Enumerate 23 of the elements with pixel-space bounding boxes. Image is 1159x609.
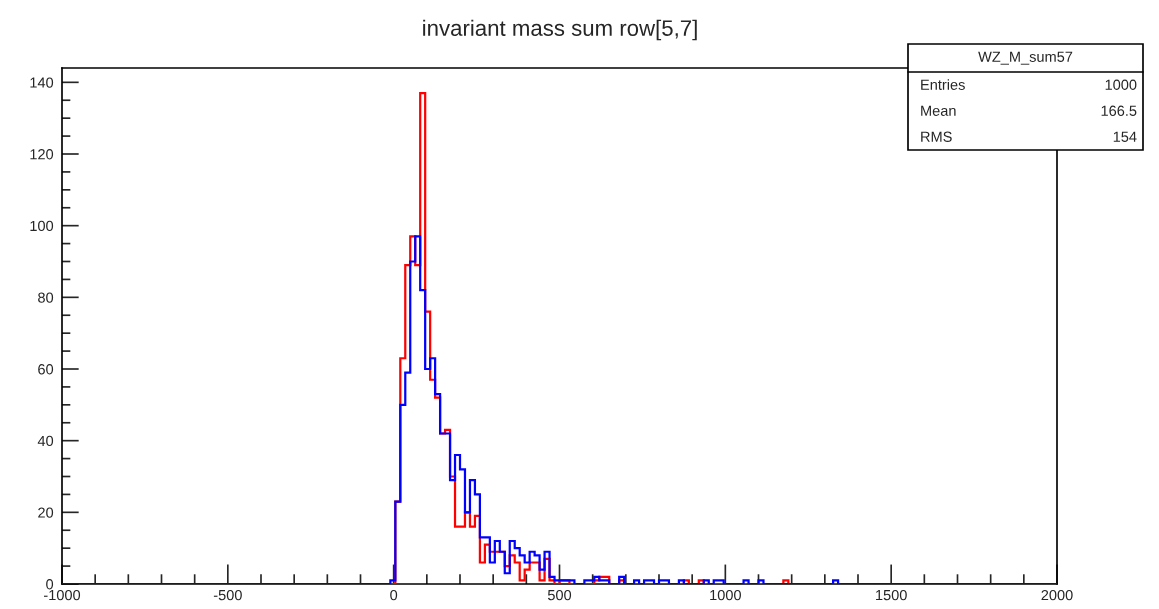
x-tick-label: 0	[390, 589, 398, 601]
x-tick-label: 1500	[876, 589, 907, 601]
text: 1000	[1105, 79, 1137, 90]
x-tick-label: 500	[547, 589, 572, 601]
y-tick-label: 140	[30, 77, 54, 88]
y-tick-label: 40	[37, 435, 54, 447]
y-tick-label: 20	[38, 507, 54, 518]
x-tick-label: -1000	[44, 589, 81, 601]
x-tick-label: 2000	[1041, 589, 1073, 601]
y-tick-label: 120	[30, 149, 54, 160]
y-tick-label: 0	[46, 579, 54, 590]
text: 166.5	[1101, 105, 1137, 116]
y-tick-label: 80	[38, 292, 54, 303]
y-tick-label: 100	[30, 220, 54, 232]
x-tick-label: -500	[213, 589, 242, 601]
annotation: RMS	[921, 131, 952, 142]
x-tick-label: 1000	[710, 589, 741, 601]
annotation: Mean	[921, 105, 956, 116]
y-tick-label: 60	[38, 364, 54, 375]
text: 154	[1113, 131, 1137, 142]
annotation: Entries	[921, 79, 965, 90]
text: WZ_M_sum57	[978, 51, 1073, 65]
chart-title: invariant mass sum row[5,7]	[423, 19, 697, 41]
